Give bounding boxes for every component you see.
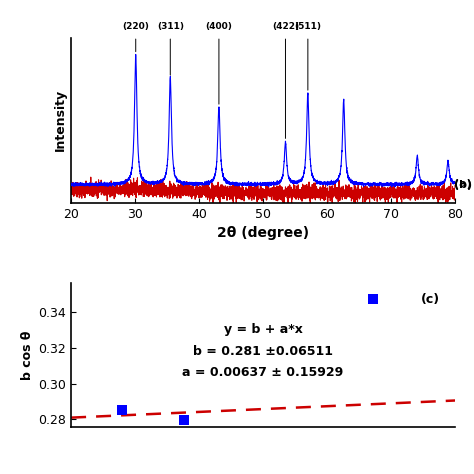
Text: b = 0.281 ±0.06511: b = 0.281 ±0.06511 [193, 346, 333, 358]
Y-axis label: b cos θ: b cos θ [21, 330, 34, 380]
Point [180, 417, 188, 424]
Text: y = b + a*x: y = b + a*x [224, 322, 302, 336]
Point [369, 295, 377, 303]
Text: (c): (c) [420, 293, 440, 306]
Text: (511): (511) [294, 22, 321, 31]
Text: a = 0.00637 ± 0.15929: a = 0.00637 ± 0.15929 [182, 365, 344, 379]
Y-axis label: Intensity: Intensity [54, 90, 67, 152]
X-axis label: 2θ (degree): 2θ (degree) [217, 227, 309, 240]
Text: (400): (400) [206, 22, 232, 31]
Text: (220): (220) [122, 22, 149, 31]
Text: (a): (a) [454, 179, 472, 189]
Text: (311): (311) [157, 22, 184, 31]
Text: (422): (422) [272, 22, 299, 31]
Text: (b): (b) [454, 180, 472, 190]
Point [118, 406, 126, 413]
